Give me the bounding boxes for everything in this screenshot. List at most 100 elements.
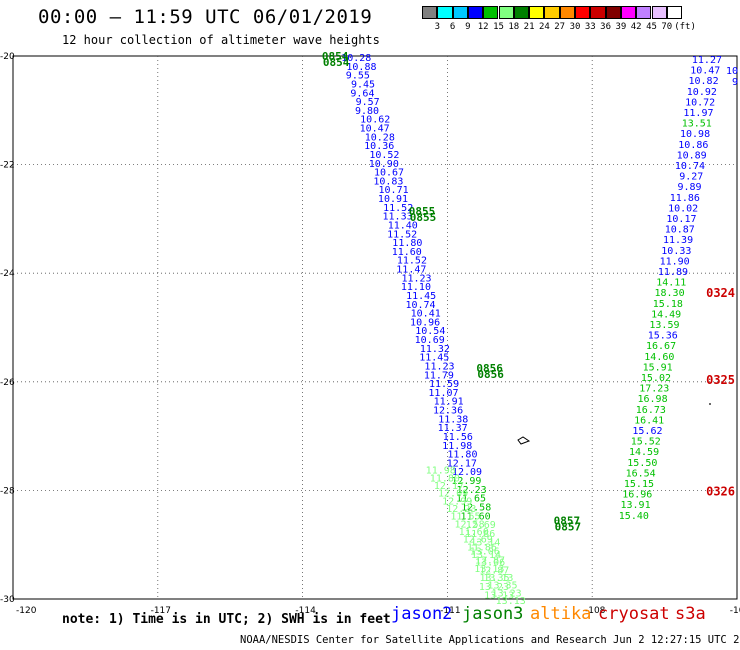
track-value: 12.36 [433, 406, 463, 417]
track-value: 10.90 [369, 159, 399, 170]
track-value: 11.91 [434, 397, 464, 408]
side-value: 11.39 [663, 235, 693, 246]
plot-border [12, 55, 738, 600]
side-value: 17.23 [639, 384, 669, 395]
legend-swatch [620, 6, 637, 19]
side-value: 15.36 [648, 331, 678, 342]
satellite-label-altika: altika [530, 604, 592, 624]
legend-swatch [483, 6, 499, 19]
side-value: 15.91 [643, 362, 673, 373]
track-value: 12.23 [457, 485, 487, 496]
satellite-track: 10.2810.889.559.459.649.579.8010.6210.47… [322, 50, 581, 607]
legend-label: 6 [449, 22, 456, 32]
legend-label: 36 [600, 22, 612, 32]
side-value: 15.02 [641, 373, 671, 384]
satellite-label-jason3: jason3 [462, 604, 524, 624]
track-value-overlay: 11.65 [450, 512, 480, 523]
x-tick-label: -120 [16, 606, 37, 616]
track-value-overlay: 12.87 [479, 565, 509, 576]
island-dot [709, 403, 711, 405]
track-value: 11.60 [392, 247, 422, 258]
side-value: 14.60 [644, 352, 674, 363]
side-value: 13.91 [620, 500, 650, 511]
side-value: 16.96 [622, 490, 652, 501]
satellite-label-cryosat: cryosat [598, 604, 670, 624]
track-value-overlay: 11.98 [426, 466, 456, 477]
legend-label: 18 [508, 22, 520, 32]
track-value: 11.23 [424, 361, 454, 372]
legend-swatch [467, 6, 484, 19]
side-value: 10.02 [668, 203, 698, 214]
side-value: 18.30 [654, 288, 684, 299]
track-value: 11.52 [397, 256, 427, 267]
track-value: 10.71 [379, 185, 409, 196]
track-value: 11.38 [438, 414, 468, 425]
satellite-label-jason2: jason2 [391, 604, 453, 624]
legend-label: 45 [646, 22, 657, 32]
track-value: 13.13 [474, 564, 504, 575]
side-value: 16.67 [646, 341, 676, 352]
side-value: 13.51 [682, 119, 712, 130]
time-label-dup: 0855 [410, 211, 437, 224]
track-value: 11.80 [392, 238, 422, 249]
side-value: 16.73 [636, 405, 666, 416]
track-value: 11.56 [443, 432, 473, 443]
footer-credit: NOAA/NESDIS Center for Satellite Applica… [240, 634, 740, 646]
y-tick-label: -24 [0, 269, 15, 279]
track-value: 10.41 [411, 309, 441, 320]
track-value-overlay: 13.13 [483, 573, 513, 584]
track-value: 10.28 [365, 132, 395, 143]
track-value: 11.59 [429, 379, 459, 390]
side-value: 11.97 [683, 108, 713, 119]
legend-label: 15 [493, 22, 504, 32]
footer-note: note: 1) Time is in UTC; 2) SWH is in fe… [62, 612, 391, 627]
side-value: 10.92 [687, 87, 717, 98]
track-value-overlay: 13.13 [496, 596, 526, 607]
side-value: 10.74 [675, 161, 705, 172]
track-value: 11.52 [383, 203, 413, 214]
track-value: 11.98 [442, 441, 472, 452]
track-value: 10.47 [360, 124, 390, 135]
track-value: 10.69 [415, 335, 445, 346]
island-marker [517, 436, 531, 445]
track-value-overlay: 11.86 [467, 542, 497, 553]
x-tick-label: -117 [151, 606, 171, 616]
side-value: 15.40 [619, 511, 649, 522]
track-value: 11.23 [401, 273, 431, 284]
track-value: 10.83 [373, 176, 403, 187]
side-value: 11.90 [660, 256, 690, 267]
side-value: 16.41 [634, 415, 664, 426]
time-label-dup: 0857 [555, 520, 582, 533]
grid-lines [13, 56, 737, 599]
time-label-dup: 0854 [323, 56, 350, 69]
axis-ticks: -120 -117 -114 -111 -108 -105 -20 -22 -24 -26 -28 -… [0, 52, 740, 616]
track-value: 10.67 [374, 168, 404, 179]
track-value: 10.54 [415, 326, 445, 337]
track-value-overlay: 12.09 [438, 489, 468, 500]
x-tick-label: -114 [295, 606, 316, 616]
side-value: 10.33 [661, 246, 691, 257]
track-value: 10.62 [360, 115, 390, 126]
track-value-overlay: 12.69 [463, 535, 493, 546]
track-value: 11.37 [438, 423, 468, 434]
pass-label: 0324 [706, 286, 735, 300]
track-value: 13.14 [470, 538, 500, 549]
legend-swatch [544, 6, 560, 19]
track-value-overlay: 13.35 [487, 581, 517, 592]
track-value: 10.91 [378, 194, 408, 205]
side-value: 9.27 [679, 172, 703, 183]
legend-label: 33 [584, 22, 596, 32]
y-tick-label: -26 [0, 378, 15, 388]
chart-subtitle: 12 hour collection of altimeter wave hei… [62, 33, 380, 47]
track-value: 10.36 [364, 141, 394, 152]
track-value-overlay: 13.06 [475, 558, 505, 569]
track-value-overlay: 13.14 [471, 550, 501, 561]
legend-label: 9 [465, 22, 471, 32]
legend-label: 21 [523, 22, 535, 32]
legend-label: 70 [661, 22, 673, 32]
legend-swatch [590, 6, 606, 19]
legend-label: 42 [630, 22, 642, 32]
track-value: 11.33 [383, 212, 413, 223]
track-value: 12.58 [461, 502, 491, 513]
